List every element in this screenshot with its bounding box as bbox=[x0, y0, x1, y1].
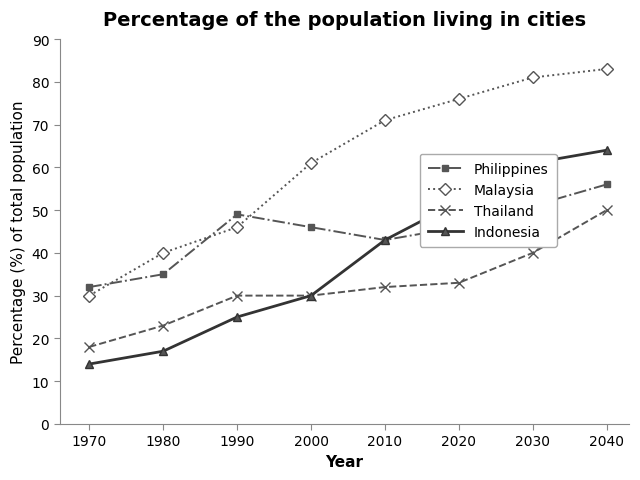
Line: Indonesia: Indonesia bbox=[85, 147, 611, 369]
Indonesia bbox=[159, 348, 167, 354]
Indonesia bbox=[529, 161, 536, 167]
Malaysia bbox=[307, 161, 315, 167]
Malaysia bbox=[455, 97, 463, 103]
Malaysia bbox=[603, 67, 611, 72]
Malaysia bbox=[381, 118, 388, 124]
Thailand bbox=[233, 293, 241, 299]
Y-axis label: Percentage (%) of total population: Percentage (%) of total population bbox=[11, 100, 26, 363]
Line: Malaysia: Malaysia bbox=[85, 66, 611, 300]
Malaysia bbox=[233, 225, 241, 230]
Philippines bbox=[307, 225, 315, 230]
Philippines bbox=[529, 204, 536, 209]
Thailand bbox=[455, 280, 463, 286]
Malaysia bbox=[85, 293, 93, 299]
Indonesia bbox=[85, 361, 93, 367]
Thailand bbox=[307, 293, 315, 299]
Indonesia bbox=[603, 148, 611, 154]
Philippines bbox=[455, 225, 463, 230]
Philippines bbox=[233, 212, 241, 218]
Indonesia bbox=[307, 293, 315, 299]
Line: Thailand: Thailand bbox=[84, 206, 612, 352]
Thailand bbox=[159, 323, 167, 329]
Philippines bbox=[85, 285, 93, 290]
Malaysia bbox=[529, 75, 536, 81]
Legend: Philippines, Malaysia, Thailand, Indonesia: Philippines, Malaysia, Thailand, Indones… bbox=[420, 155, 557, 248]
Thailand bbox=[381, 285, 388, 290]
Philippines bbox=[381, 238, 388, 243]
Malaysia bbox=[159, 251, 167, 256]
Indonesia bbox=[455, 199, 463, 205]
Philippines bbox=[603, 182, 611, 188]
Indonesia bbox=[381, 238, 388, 243]
Line: Philippines: Philippines bbox=[86, 181, 610, 291]
X-axis label: Year: Year bbox=[325, 454, 364, 469]
Thailand bbox=[85, 344, 93, 350]
Thailand bbox=[603, 208, 611, 214]
Indonesia bbox=[233, 314, 241, 320]
Philippines bbox=[159, 272, 167, 277]
Thailand bbox=[529, 251, 536, 256]
Title: Percentage of the population living in cities: Percentage of the population living in c… bbox=[103, 11, 586, 30]
